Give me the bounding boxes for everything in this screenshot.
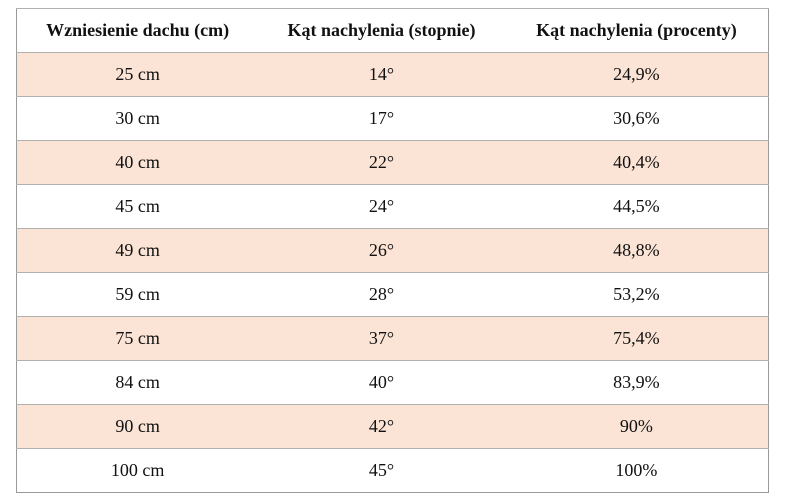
table-cell: 40,4%: [504, 140, 769, 185]
header-cell: Kąt nachylenia (procenty): [504, 8, 769, 53]
table-row: 59 cm 28° 53,2%: [16, 272, 769, 317]
table-body: 25 cm 14° 24,9% 30 cm 17° 30,6% 40 cm 22° 40,4% 4…: [16, 52, 769, 493]
table-cell: 17°: [258, 96, 505, 141]
table-cell: 100%: [504, 448, 769, 493]
table-cell: 30 cm: [16, 96, 259, 141]
table-cell: 48,8%: [504, 228, 769, 273]
table-cell: 22°: [258, 140, 505, 185]
roof-pitch-table: Wzniesienie dachu (cm) Kąt nachylenia (st…: [16, 8, 769, 493]
table-row: 90 cm 42° 90%: [16, 404, 769, 449]
table-row: 84 cm 40° 83,9%: [16, 360, 769, 405]
header-row: Wzniesienie dachu (cm) Kąt nachylenia (st…: [16, 8, 769, 53]
table-cell: 40°: [258, 360, 505, 405]
table-cell: 75,4%: [504, 316, 769, 361]
table-cell: 14°: [258, 52, 505, 97]
table-cell: 84 cm: [16, 360, 259, 405]
table-cell: 75 cm: [16, 316, 259, 361]
table-cell: 45 cm: [16, 184, 259, 229]
table-cell: 26°: [258, 228, 505, 273]
table-cell: 45°: [258, 448, 505, 493]
table-cell: 90%: [504, 404, 769, 449]
table-cell: 37°: [258, 316, 505, 361]
table-cell: 100 cm: [16, 448, 259, 493]
table-cell: 83,9%: [504, 360, 769, 405]
table-cell: 53,2%: [504, 272, 769, 317]
table-cell: 24,9%: [504, 52, 769, 97]
table-row: 25 cm 14° 24,9%: [16, 52, 769, 97]
table-cell: 28°: [258, 272, 505, 317]
header-cell: Kąt nachylenia (stopnie): [258, 8, 505, 53]
table-cell: 24°: [258, 184, 505, 229]
table-cell: 25 cm: [16, 52, 259, 97]
table-row: 49 cm 26° 48,8%: [16, 228, 769, 273]
table-row: 100 cm 45° 100%: [16, 448, 769, 493]
table-cell: 59 cm: [16, 272, 259, 317]
table-row: 75 cm 37° 75,4%: [16, 316, 769, 361]
table-cell: 44,5%: [504, 184, 769, 229]
table-cell: 42°: [258, 404, 505, 449]
table-row: 40 cm 22° 40,4%: [16, 140, 769, 185]
table-cell: 40 cm: [16, 140, 259, 185]
table-row: 30 cm 17° 30,6%: [16, 96, 769, 141]
table-cell: 49 cm: [16, 228, 259, 273]
table-cell: 30,6%: [504, 96, 769, 141]
table-row: 45 cm 24° 44,5%: [16, 184, 769, 229]
table-cell: 90 cm: [16, 404, 259, 449]
header-cell: Wzniesienie dachu (cm): [16, 8, 259, 53]
